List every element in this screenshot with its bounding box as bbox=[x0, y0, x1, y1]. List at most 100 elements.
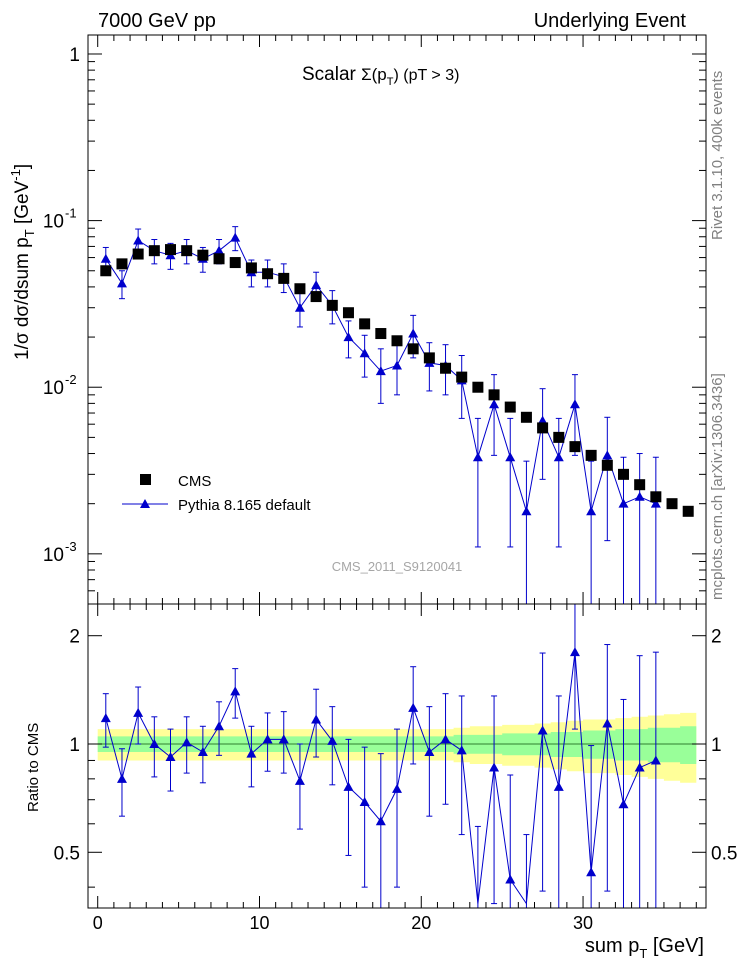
rivet-label: Rivet 3.1.10, 400k events bbox=[709, 71, 726, 240]
axes bbox=[87, 34, 707, 909]
pythia-ratio-point bbox=[569, 647, 580, 657]
pythia-ratio-point bbox=[246, 748, 257, 758]
cms-point bbox=[456, 371, 468, 383]
pythia-ratio-point bbox=[586, 867, 597, 877]
y-tick-label-ratio: 1 bbox=[69, 735, 80, 756]
pythia-point bbox=[214, 245, 225, 255]
cms-point bbox=[359, 318, 371, 330]
pythia-point bbox=[586, 506, 597, 516]
cms-point bbox=[148, 245, 160, 257]
cms-point bbox=[100, 265, 112, 277]
pythia-point bbox=[116, 278, 127, 288]
y-axis-title-exp: -1 bbox=[8, 169, 23, 181]
cms-point bbox=[682, 505, 694, 517]
x-tick-label: 20 bbox=[411, 913, 431, 933]
title-sigma: Σ(p bbox=[361, 65, 387, 84]
legend: CMS Pythia 8.165 default bbox=[122, 473, 311, 514]
pythia-ratio-point bbox=[537, 725, 548, 735]
pythia-point bbox=[634, 491, 645, 501]
ratio-y-axis-title: Ratio to CMS bbox=[25, 723, 42, 812]
cms-point bbox=[569, 441, 581, 453]
cms-point bbox=[310, 291, 322, 303]
cms-point bbox=[537, 422, 549, 434]
pythia-ratio-point bbox=[489, 762, 500, 772]
mc-series bbox=[100, 226, 661, 908]
pythia-point bbox=[294, 302, 305, 312]
pythia-ratio-point bbox=[278, 734, 289, 744]
cms-point bbox=[504, 401, 516, 413]
pythia-ratio-point bbox=[262, 734, 273, 744]
pythia-point bbox=[521, 506, 532, 516]
cms-point bbox=[601, 459, 613, 471]
pythia-point bbox=[602, 450, 613, 460]
cms-point bbox=[617, 468, 629, 480]
pythia-point bbox=[650, 498, 661, 508]
y-tick-label-ratio-right: 2 bbox=[711, 627, 722, 648]
y-axis-title: 1/σ dσ/dsum pT [GeV-1] bbox=[8, 164, 37, 360]
pythia-ratio-point bbox=[456, 745, 467, 755]
plot-title: Scalar Σ(pT) (pT > 3) bbox=[302, 64, 459, 88]
cms-point bbox=[585, 449, 597, 461]
cms-point bbox=[116, 258, 128, 270]
y-tick-label-ratio: 0.5 bbox=[54, 843, 80, 864]
cms-point bbox=[229, 257, 241, 269]
cms-point bbox=[132, 248, 144, 260]
cms-point bbox=[666, 498, 678, 510]
cms-point bbox=[440, 362, 452, 374]
pythia-ratio-point bbox=[650, 755, 661, 765]
pythia-ratio-point bbox=[165, 752, 176, 762]
pythia-ratio-point bbox=[100, 713, 111, 723]
pythia-ratio-point bbox=[343, 781, 354, 791]
header-left: 7000 GeV pp bbox=[98, 10, 216, 32]
cms-point bbox=[520, 411, 532, 423]
cms-point bbox=[165, 244, 177, 256]
y-tick-label-ratio: 2 bbox=[69, 627, 80, 648]
legend-cms-marker bbox=[140, 474, 151, 485]
x-tick-label: 0 bbox=[93, 913, 103, 933]
cms-point bbox=[553, 431, 565, 443]
pythia-point bbox=[100, 253, 111, 263]
pythia-ratio-point bbox=[214, 721, 225, 731]
cms-series bbox=[100, 244, 694, 517]
y-tick-label-main: 10 bbox=[43, 378, 64, 399]
pythia-ratio-point bbox=[634, 762, 645, 772]
x-tick-label: 30 bbox=[573, 913, 593, 933]
mcplots-label: mcplots.cern.ch [arXiv:1306.3436] bbox=[709, 373, 726, 600]
header-right: Underlying Event bbox=[534, 10, 687, 32]
pythia-ratio-point bbox=[359, 796, 370, 806]
cms-point bbox=[391, 335, 403, 347]
pythia-point bbox=[230, 232, 241, 242]
pythia-ratio-point bbox=[553, 781, 564, 791]
y-tick-label-main: 10 bbox=[43, 545, 64, 566]
y-tick-label-ratio-right: 1 bbox=[711, 735, 722, 756]
cms-point bbox=[278, 272, 290, 284]
pythia-ratio-point bbox=[327, 735, 338, 745]
pythia-ratio-point bbox=[294, 775, 305, 785]
cms-point bbox=[262, 268, 274, 280]
analysis-label: CMS_2011_S9120041 bbox=[332, 559, 463, 574]
pythia-point bbox=[408, 328, 419, 338]
title-main: Scalar bbox=[302, 64, 361, 85]
pythia-point bbox=[553, 452, 564, 462]
cms-point bbox=[326, 299, 338, 311]
y-tick-label-main-exp: -1 bbox=[65, 206, 77, 221]
cms-point bbox=[197, 249, 209, 261]
pythia-point bbox=[343, 332, 354, 342]
pythia-ratio-point bbox=[440, 734, 451, 744]
pythia-point bbox=[618, 498, 629, 508]
cms-point bbox=[650, 491, 662, 503]
pythia-ratio-point bbox=[311, 714, 322, 724]
cms-point bbox=[294, 283, 306, 295]
pythia-point bbox=[311, 280, 322, 290]
x-axis-title-main: sum p bbox=[585, 935, 639, 957]
y-axis-title-close: ] bbox=[12, 164, 33, 169]
pythia-ratio-point bbox=[375, 816, 386, 826]
y-tick-label-main-exp: -2 bbox=[65, 372, 77, 387]
y-tick-label-main-exp: -3 bbox=[65, 539, 77, 554]
cms-point bbox=[407, 343, 419, 355]
pythia-ratio-point bbox=[197, 747, 208, 757]
cms-point bbox=[634, 479, 646, 491]
pythia-ratio-point bbox=[133, 707, 144, 717]
